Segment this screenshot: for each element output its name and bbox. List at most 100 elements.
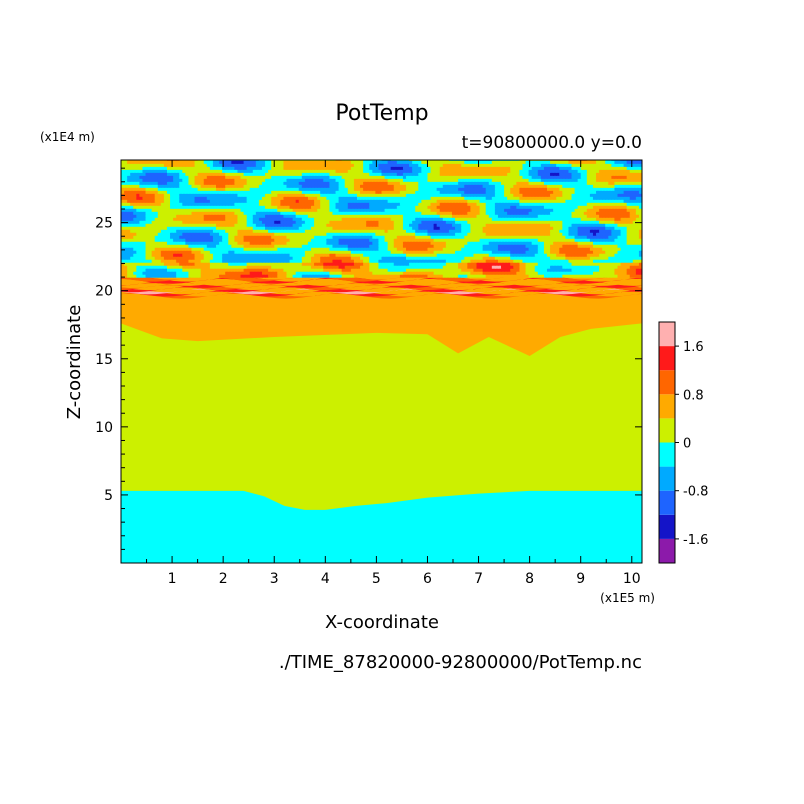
wave-cell <box>338 265 343 269</box>
wave-cell <box>485 235 490 239</box>
wave-cell <box>642 214 646 218</box>
wave-cell <box>265 241 269 245</box>
wave-cell <box>464 220 468 224</box>
wave-cell <box>320 256 324 260</box>
wave-cell <box>307 229 312 233</box>
wave-cell <box>320 223 324 227</box>
wave-cell <box>482 190 487 194</box>
wave-cell <box>626 232 631 236</box>
wave-cell <box>277 229 281 233</box>
wave-cell <box>479 229 484 233</box>
wave-cell <box>415 217 419 221</box>
wave-cell <box>277 214 281 218</box>
wave-cell <box>427 220 432 224</box>
wave-cell <box>286 241 291 245</box>
wave-cell <box>332 235 337 239</box>
wave-cell <box>525 274 530 278</box>
wave-cell <box>212 220 217 224</box>
wave-cell <box>225 250 229 254</box>
wave-cell <box>311 271 315 275</box>
wave-cell <box>124 220 128 224</box>
wave-cell <box>216 205 220 209</box>
wave-cell <box>510 202 514 206</box>
wave-cell <box>442 223 447 227</box>
wave-cell <box>209 217 214 221</box>
wave-cell <box>375 256 380 260</box>
wave-cell <box>255 208 260 212</box>
wave-cell <box>513 208 517 212</box>
wave-cell <box>451 226 456 230</box>
wave-cell <box>225 214 229 218</box>
wave-cell <box>154 208 159 212</box>
wave-cell <box>553 217 557 221</box>
wave-cell <box>261 211 266 215</box>
wave-cell <box>225 190 229 194</box>
wave-cell <box>160 190 165 194</box>
wave-cell <box>467 247 471 251</box>
wave-cell <box>209 214 214 218</box>
wave-cell <box>366 190 370 194</box>
wave-cell <box>311 262 315 266</box>
wave-cell <box>142 265 147 269</box>
wave-cell <box>130 235 134 239</box>
wave-cell <box>212 235 217 239</box>
wave-cell <box>237 229 242 233</box>
wave-cell <box>577 238 582 242</box>
wave-cell <box>439 205 444 209</box>
wave-cell <box>292 205 297 209</box>
wave-cell <box>464 211 468 215</box>
wave-cell <box>635 205 640 209</box>
wave-cell <box>531 223 536 227</box>
wave-cell <box>197 199 202 203</box>
wave-cell <box>599 238 603 242</box>
wave-cell <box>246 247 251 251</box>
wave-cell <box>550 223 554 227</box>
wave-cell <box>448 238 453 242</box>
wave-cell <box>212 238 217 242</box>
wave-cell <box>626 196 631 200</box>
wave-cell <box>163 211 168 215</box>
wave-cell <box>550 214 554 218</box>
wave-cell <box>353 205 358 209</box>
wave-cell <box>596 205 600 209</box>
wave-cell <box>497 262 502 266</box>
wave-cell <box>219 226 223 230</box>
wave-cell <box>531 265 536 269</box>
wave-cell <box>430 208 435 212</box>
wave-cell <box>451 208 456 212</box>
wave-cell <box>510 208 514 212</box>
wave-cell <box>194 220 199 224</box>
wave-cell <box>277 226 281 230</box>
wave-cell <box>525 229 530 233</box>
wave-cell <box>166 244 171 248</box>
wave-cell <box>436 250 441 254</box>
wave-cell <box>206 205 211 209</box>
wave-cell <box>347 271 352 275</box>
wave-cell <box>200 274 205 278</box>
wave-cell <box>433 214 438 218</box>
wave-cell <box>448 259 453 263</box>
wave-cell <box>605 241 609 245</box>
wave-cell <box>470 214 475 218</box>
wave-cell <box>497 238 502 242</box>
wave-cell <box>491 196 496 200</box>
wave-cell <box>203 229 208 233</box>
wave-cell <box>556 193 560 197</box>
wave-cell <box>393 208 398 212</box>
wave-cell <box>485 247 490 251</box>
wave-cell <box>592 226 597 230</box>
wave-cell <box>424 262 429 266</box>
wave-cell <box>519 220 524 224</box>
wave-cell <box>436 265 441 269</box>
wave-cell <box>430 238 435 242</box>
wave-cell <box>418 211 422 215</box>
wave-cell <box>390 211 395 215</box>
wave-cell <box>363 253 367 257</box>
wave-cell <box>393 250 398 254</box>
wave-cell <box>553 235 557 239</box>
wave-cell <box>556 244 560 248</box>
wave-cell <box>617 202 622 206</box>
wave-cell <box>540 247 545 251</box>
wave-cell <box>390 232 395 236</box>
wave-cell <box>406 253 410 257</box>
